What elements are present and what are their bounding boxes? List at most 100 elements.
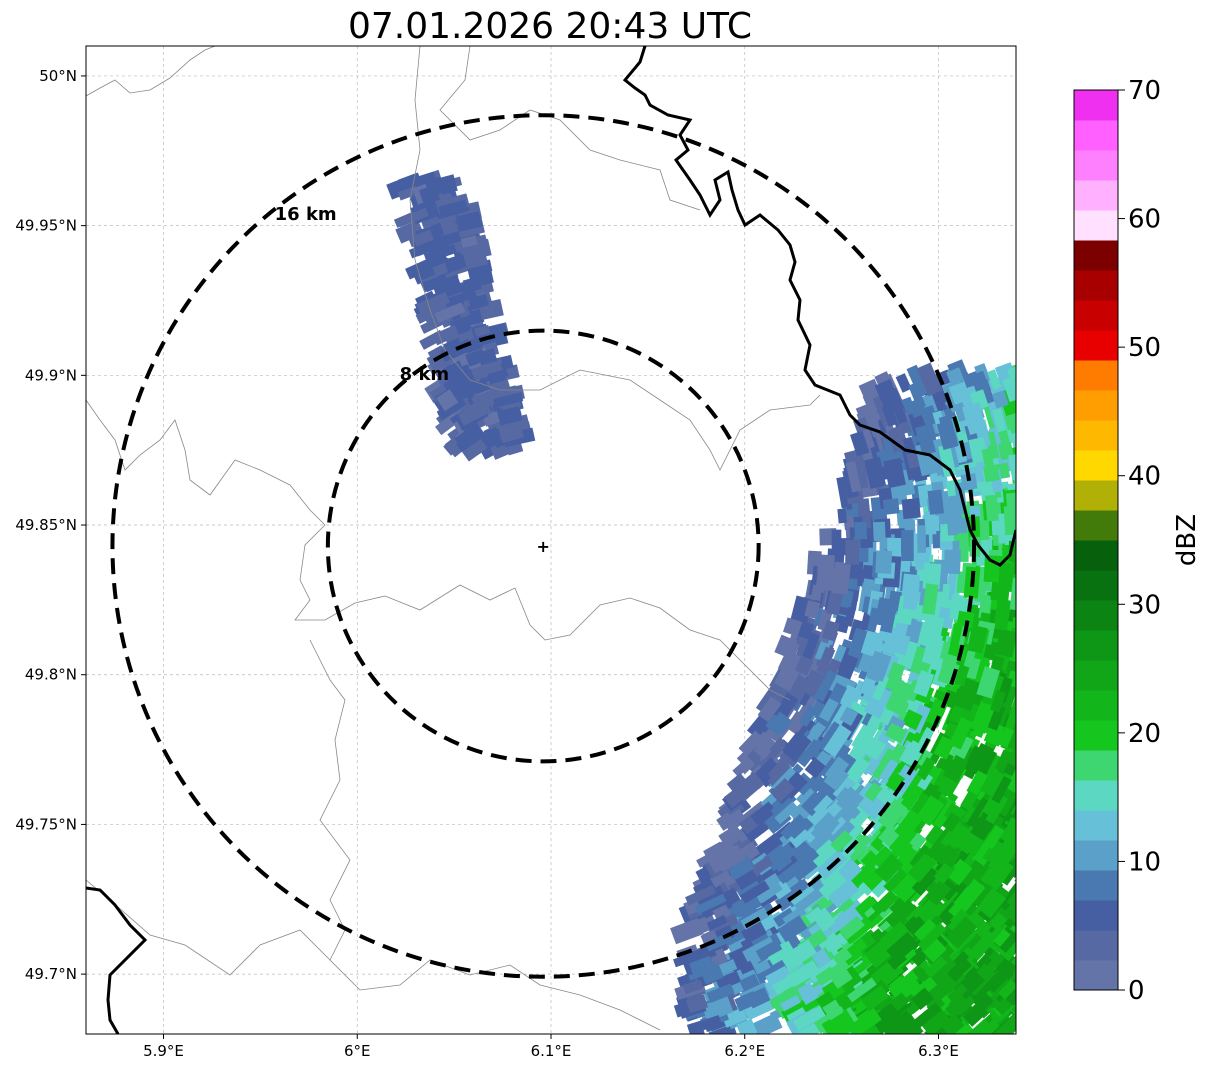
echo-cell: [1017, 645, 1038, 679]
range-ring-label: 8 km: [400, 364, 450, 385]
echo-cell: [875, 550, 893, 574]
echo-cell: [942, 812, 961, 833]
echo-cell: [885, 679, 914, 716]
echo-cell: [822, 999, 844, 1021]
echo-cell: [694, 893, 727, 915]
echo-cell: [396, 207, 429, 228]
colorbar-segment: [1074, 540, 1118, 571]
echo-cell: [731, 891, 762, 918]
echo-cell: [1023, 500, 1035, 529]
echo-cell: [795, 786, 818, 809]
echo-cell: [1014, 799, 1016, 832]
echo-cell: [493, 392, 524, 408]
echo-cell: [695, 885, 726, 909]
echo-cell: [801, 791, 827, 817]
map-borders: [86, 46, 1016, 1034]
echo-cell: [685, 884, 717, 906]
echo-cell: [1026, 526, 1040, 557]
echo-cell: [836, 653, 859, 680]
echo-cell: [743, 997, 774, 1021]
colorbar-segment: [1074, 180, 1118, 211]
echo-cell: [828, 682, 848, 704]
echo-cell: [685, 994, 709, 1014]
echo-cell: [1015, 407, 1016, 430]
echo-cell: [804, 600, 821, 619]
echo-cell: [1019, 829, 1045, 860]
echo-cell: [895, 874, 924, 903]
echo-cell: [917, 525, 927, 553]
x-tick-label: 6.2°E: [724, 1042, 765, 1060]
echo-cell: [828, 964, 853, 989]
echo-cell: [831, 561, 851, 595]
echo-cell: [936, 420, 959, 450]
echo-cell: [856, 732, 875, 754]
echo-cell: [851, 833, 872, 854]
echo-cell: [917, 749, 933, 768]
echo-cell: [1022, 923, 1046, 948]
echo-cell: [416, 291, 451, 316]
echo-cell: [1026, 797, 1044, 816]
echo-cell: [414, 237, 443, 257]
echo-cell: [947, 983, 968, 1003]
echo-cell: [1027, 600, 1040, 617]
echo-cell: [1015, 653, 1016, 681]
echo-cell: [788, 939, 818, 967]
colorbar-tick-label: 20: [1128, 719, 1161, 749]
echo-cell: [682, 980, 704, 995]
echo-cell: [717, 959, 738, 976]
echo-cell: [739, 973, 760, 992]
echo-cell: [982, 838, 1007, 866]
echo-cell: [415, 304, 443, 324]
echo-cell: [770, 778, 795, 803]
echo-cell: [1014, 863, 1016, 891]
echo-cell: [866, 607, 881, 633]
echo-cell: [1014, 988, 1016, 1010]
echo-cell: [774, 656, 804, 692]
echo-cell: [901, 709, 923, 731]
echo-cell: [777, 915, 808, 943]
echo-cell: [879, 758, 899, 783]
echo-cell: [1018, 704, 1041, 732]
echo-cell: [716, 970, 742, 991]
colorbar-tick-label: 30: [1128, 590, 1161, 620]
echo-cell: [769, 711, 793, 735]
echo-cell: [1018, 535, 1027, 553]
echo-cell: [907, 853, 936, 883]
echo-cell: [462, 421, 481, 438]
admin-boundary-1: [86, 46, 326, 526]
echo-cell: [395, 219, 424, 244]
echo-cell: [800, 632, 820, 665]
echo-cell: [1018, 775, 1043, 804]
echo-cell: [946, 754, 969, 779]
echo-cell: [940, 820, 969, 852]
echo-cell: [790, 885, 817, 908]
echo-cell: [864, 938, 895, 968]
echo-cell: [821, 1009, 855, 1034]
range-ring-label: 16 km: [275, 204, 337, 225]
echo-cell: [1025, 661, 1043, 694]
echo-cell: [813, 907, 834, 928]
echo-cell: [450, 376, 477, 401]
echo-cell: [891, 1010, 917, 1034]
echo-cell: [706, 983, 735, 1004]
echo-cell: [788, 826, 811, 849]
echo-cell: [468, 293, 489, 311]
echo-cell: [816, 646, 836, 675]
echo-cell: [836, 786, 865, 815]
echo-cell: [818, 869, 852, 901]
echo-cell: [701, 995, 734, 1022]
colorbar-segment: [1074, 450, 1118, 481]
echo-cell: [922, 562, 942, 590]
colorbar-tick-label: 70: [1128, 76, 1161, 106]
country-border-north: [622, 46, 1016, 567]
echo-cell: [802, 997, 820, 1013]
echo-cell: [804, 757, 826, 779]
echo-cell: [755, 880, 783, 904]
echo-cell: [1018, 1015, 1044, 1041]
echo-cell: [916, 362, 943, 397]
echo-cell: [1003, 505, 1016, 536]
echo-cell: [467, 264, 492, 281]
echo-cell: [937, 844, 956, 865]
colorbar: 0 10 20 30 40 50 60 70: [1073, 76, 1161, 1006]
echo-cell: [438, 274, 464, 299]
